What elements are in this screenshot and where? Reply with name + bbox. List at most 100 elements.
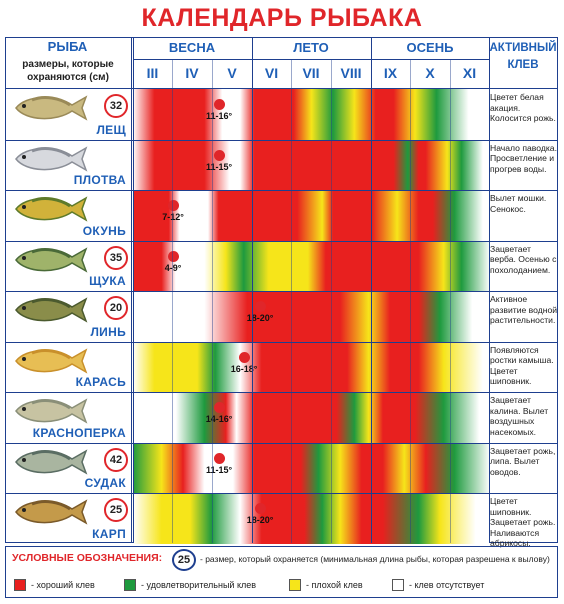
fish-cell: КАРП 25 — [6, 493, 130, 544]
row-divider — [5, 240, 558, 242]
bite-activity-bar: 11-15° — [133, 442, 490, 493]
spawn-dot-icon — [254, 503, 266, 514]
spawn-temperature-label: 7-12° — [162, 212, 184, 222]
column-divider — [131, 37, 132, 543]
legend-label: - плохой клев — [306, 580, 363, 590]
active-bite-note: Вылет мошки. Сенокос. — [490, 193, 547, 214]
fish-row: ПЛОТВА 11-15° — [5, 139, 558, 190]
spawn-dot-icon — [238, 351, 250, 363]
column-divider — [133, 37, 134, 543]
active-bite-header: АКТИВНЫЙ КЛЕВ — [489, 42, 557, 71]
bite-activity-bar: 11-15° — [133, 139, 490, 190]
spawn-temperature-label: 11-15° — [205, 161, 233, 172]
spawn-dot-icon — [167, 250, 179, 262]
legend-swatch-red — [14, 579, 26, 591]
fish-name: ОКУНЬ — [82, 223, 126, 238]
fish-row: СУДАК 42 11-15° — [5, 442, 558, 493]
fish-name: КАРП — [92, 526, 126, 541]
fish-name: ПЛОТВА — [73, 173, 126, 187]
legend-poor-bite: - плохой клев — [289, 579, 363, 591]
column-divider — [252, 37, 253, 543]
column-divider — [291, 59, 292, 543]
month-ix: IX — [383, 65, 398, 81]
fish-cell: ЛИНЬ 20 — [6, 291, 130, 342]
fish-row: ЛИНЬ 20 18-20° — [5, 291, 558, 342]
row-divider — [5, 392, 558, 393]
spawn-temperature-label: 16-18° — [230, 363, 258, 374]
bite-activity-bar: 11-16° — [133, 89, 490, 140]
legend-no-bite: - клев отсутствует — [392, 579, 484, 591]
month-vii: VII — [302, 65, 320, 81]
month-viii: VIII — [340, 65, 362, 81]
bite-activity-bar: 7-12° — [133, 190, 490, 241]
spawn-dot-icon — [213, 149, 225, 161]
fish-illustration-icon — [15, 347, 88, 374]
fish-cell: ЛЕЩ 32 — [6, 89, 130, 140]
legend-swatch-white — [392, 579, 404, 591]
fish-name: ЩУКА — [89, 274, 126, 288]
month-iv: IV — [185, 65, 199, 81]
month-xi: XI — [462, 65, 477, 81]
legend-label: - клев отсутствует — [409, 580, 485, 590]
row-divider — [5, 139, 558, 141]
protected-size-badge: 20 — [104, 296, 128, 320]
fish-name: ЛИНЬ — [90, 324, 126, 339]
protected-size-subheader: размеры, которые охраняются (см) — [22, 59, 114, 83]
column-divider — [172, 59, 173, 543]
spawn-temperature-label: 4-9° — [164, 262, 182, 273]
spawn-temperature-marker: 11-16° — [205, 99, 233, 121]
spawn-temperature-marker: 18-20° — [246, 301, 274, 323]
fish-illustration-icon — [15, 246, 88, 273]
fish-cell: ЩУКА 35 — [6, 241, 130, 292]
active-bite-note: Зацветает верба. Осенью с похолоданием. — [490, 243, 557, 275]
active-bite-note: Цветет белая акация. Колосится рожь. — [490, 92, 556, 123]
fish-illustration-icon — [15, 95, 88, 121]
row-divider — [5, 341, 558, 343]
month-v: V — [227, 65, 237, 81]
page-title: КАЛЕНДАРЬ РЫБАКА — [141, 4, 423, 32]
legend-swatch-yellow — [289, 579, 301, 591]
fish-name: СУДАК — [84, 476, 126, 490]
fish-row: КАРП 25 18-20° — [5, 493, 558, 544]
fish-row: ЛЕЩ 32 11-16° — [5, 89, 558, 140]
active-bite-note: Зацветает рожь, липа. Вылет оводов. — [490, 445, 556, 477]
legend: УСЛОВНЫЕ ОБОЗНАЧЕНИЯ: 25 - размер, котор… — [5, 546, 558, 598]
fish-name: ЛЕЩ — [96, 122, 126, 137]
fish-illustration-icon — [15, 145, 88, 172]
fish-row: ОКУНЬ 7-12° — [5, 190, 558, 241]
bite-activity-bar: 18-20° — [133, 493, 490, 544]
protected-size-badge: 35 — [104, 245, 128, 270]
header-divider — [133, 59, 489, 60]
spawn-temperature-label: 18-20° — [246, 515, 274, 525]
fish-illustration-icon — [15, 448, 88, 475]
active-bite-note: Появляются ростки камыша. Цветет шиповни… — [490, 344, 554, 387]
active-bite-note: Цветет шиповник. Зацветает рожь. Наливаю… — [490, 496, 556, 548]
active-bite-note: Начало паводка. Просветление и прогрев в… — [490, 142, 557, 174]
protected-size-badge: 25 — [104, 498, 128, 522]
spawn-dot-icon — [213, 402, 225, 413]
fish-row: КРАСНОПЕРКА 14-16° — [5, 392, 558, 443]
legend-swatch-green — [124, 579, 136, 591]
bite-activity-bar: 4-9° — [133, 240, 490, 291]
spawn-temperature-marker: 16-18° — [230, 351, 258, 374]
column-divider — [212, 59, 213, 543]
protected-size-badge: 42 — [104, 447, 128, 472]
column-divider — [450, 59, 451, 543]
column-divider — [371, 37, 372, 543]
spawn-dot-icon — [167, 200, 179, 211]
row-divider — [5, 190, 558, 191]
column-divider — [331, 59, 332, 543]
fish-name: КАРАСЬ — [75, 375, 126, 389]
column-divider — [410, 59, 411, 543]
bite-activity-bar: 16-18° — [133, 341, 490, 392]
spawn-temperature-marker: 18-20° — [246, 503, 274, 525]
fish-row: ЩУКА 35 4-9° — [5, 240, 558, 292]
month-iii: III — [146, 65, 159, 81]
season-spring: ВЕСНА — [168, 40, 216, 55]
fish-cell: КРАСНОПЕРКА — [6, 392, 130, 443]
fish-cell: КАРАСЬ — [6, 342, 130, 393]
bite-activity-bar: 18-20° — [133, 291, 490, 342]
fish-row: КАРАСЬ 16-18° — [5, 341, 558, 393]
month-vi: VI — [264, 65, 279, 81]
spawn-temperature-marker: 14-16° — [205, 402, 233, 424]
